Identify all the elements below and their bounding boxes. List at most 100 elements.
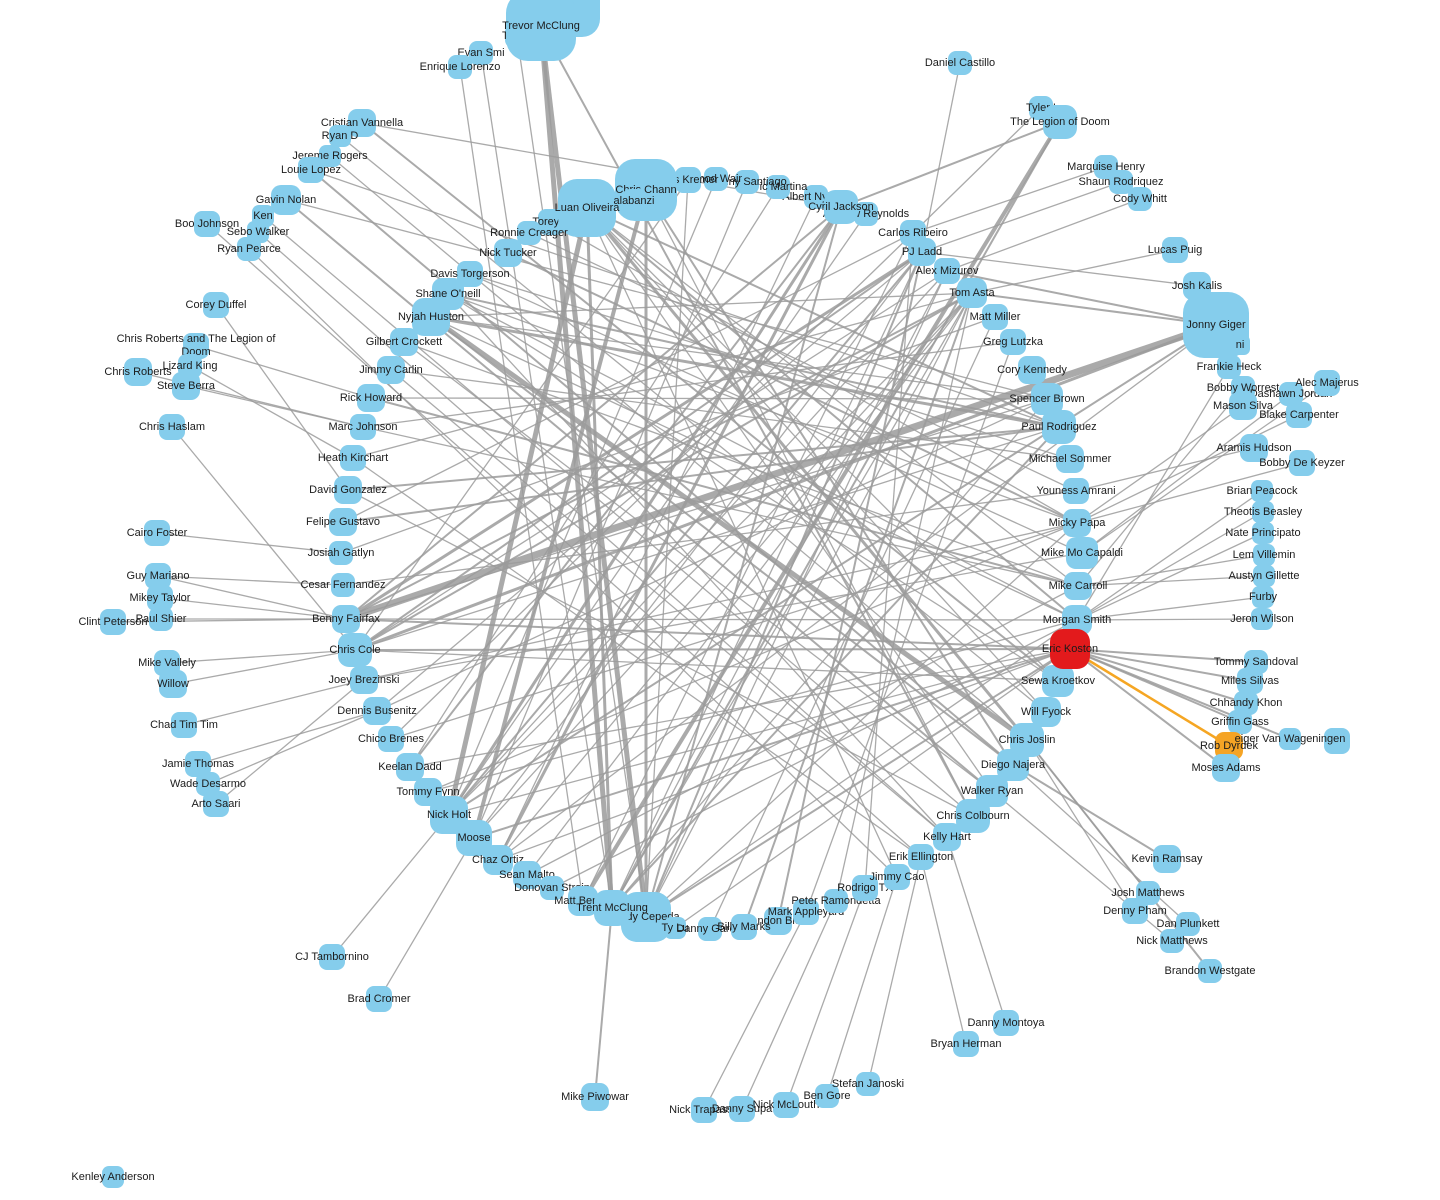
node-will-fyock[interactable]: Will Fyock — [1021, 697, 1071, 727]
node-brad-cromer[interactable]: Brad Cromer — [348, 986, 410, 1012]
node-carlos-ribeiro[interactable]: Carlos Ribeiro — [878, 220, 948, 246]
node-brandon-westgate[interactable]: Brandon Westgate — [1165, 959, 1255, 983]
node-furby[interactable]: Furby — [1249, 586, 1277, 608]
node-cory-kennedy[interactable]: Cory Kennedy — [997, 356, 1067, 384]
node-the-legion-of-doom[interactable]: The Legion of Doom — [1010, 105, 1110, 139]
node-paul-rodriguez[interactable]: Paul Rodriguez — [1021, 410, 1097, 444]
node-unknown[interactable] — [1324, 728, 1350, 754]
node-chris-roberts[interactable]: Chris Roberts — [104, 358, 172, 386]
node-chico-brenes[interactable]: Chico Brenes — [358, 726, 424, 752]
node-lucas-puig[interactable]: Lucas Puig — [1148, 237, 1202, 263]
node-sewa-kroetkov[interactable]: Sewa Kroetkov — [1021, 665, 1095, 697]
node-moses-adams[interactable]: Moses Adams — [1191, 754, 1261, 782]
node-rick-howard[interactable]: Rick Howard — [340, 384, 402, 412]
node-danny-supa[interactable]: Danny Supa — [712, 1096, 772, 1122]
node-dennis-busenitz[interactable]: Dennis Busenitz — [337, 697, 417, 725]
node-felipe-gustavo[interactable]: Felipe Gustavo — [306, 508, 380, 536]
node-eric-martina[interactable]: Eric Martina — [749, 175, 807, 199]
node-blake-carpenter[interactable]: Blake Carpenter — [1259, 402, 1339, 428]
node-brian-peacock[interactable]: Brian Peacock — [1227, 480, 1297, 502]
node-boo-johnson[interactable]: Boo Johnson — [175, 211, 239, 237]
node-micky-papa[interactable]: Micky Papa — [1049, 509, 1105, 537]
node-rodrigo-tx[interactable]: Rodrigo TX — [837, 875, 893, 901]
node-evan-smith[interactable]: Evan Smi — [457, 41, 505, 65]
node-theotis-beasley[interactable]: Theotis Beasley — [1224, 501, 1302, 523]
node-trevor-mcclung[interactable]: Trevor McClung — [502, 0, 580, 61]
node-josiah-gatlyn[interactable]: Josiah Gatlyn — [308, 541, 374, 565]
node-david-gonzalez[interactable]: David Gonzalez — [309, 476, 387, 504]
node-aramis-hudson[interactable]: Aramis Hudson — [1216, 434, 1292, 462]
node-stefan-janoski[interactable]: Stefan Janoski — [832, 1072, 904, 1096]
node-corey-duffel[interactable]: Corey Duffel — [186, 292, 246, 318]
node-ronnie-creager[interactable]: Ronnie Creager — [490, 221, 568, 245]
node-chris-joslin[interactable]: Chris Joslin — [999, 723, 1055, 757]
node-nick-tucker[interactable]: Nick Tucker — [479, 239, 537, 267]
node-michael-sommer[interactable]: Michael Sommer — [1029, 445, 1111, 473]
node-spencer-brown[interactable]: Spencer Brown — [1009, 383, 1085, 415]
node-bobby-de-keyzer[interactable]: Bobby De Keyzer — [1259, 450, 1345, 476]
node-alec-majerus[interactable]: Alec Majerus — [1295, 370, 1359, 396]
node-tom-asta[interactable]: Tom Asta — [949, 278, 995, 308]
node-keelan-dadd[interactable]: Keelan Dadd — [378, 753, 442, 781]
node-nick-trapasso[interactable]: Nick Trapasso — [669, 1097, 739, 1123]
node-ben-gore[interactable]: Ben Gore — [803, 1084, 851, 1108]
node-donovan-strain[interactable]: Donovan Strain — [514, 876, 590, 900]
node-ty-lu[interactable]: Ty Lu — [662, 917, 688, 939]
node-cj-tambornino[interactable]: CJ Tambornino — [295, 944, 369, 970]
node-alex-mizurov[interactable]: Alex Mizurov — [916, 258, 978, 284]
node-youness-amrani[interactable]: Youness Amrani — [1036, 478, 1116, 504]
node-benny-fairfax[interactable]: Benny Fairfax — [312, 605, 380, 633]
node-cyril-jackson[interactable]: Cyril Jackson — [808, 190, 874, 224]
node-ryan-d[interactable]: Ryan D — [322, 125, 358, 147]
node-lem-villemin[interactable]: Lem Villemin — [1233, 544, 1295, 566]
node-erik-ellington[interactable]: Erik Ellington — [889, 844, 953, 870]
node-salabanzi[interactable]: alabanzi — [614, 189, 654, 213]
node-arto-saari[interactable]: Arto Saari — [192, 791, 240, 817]
node-chaz-ortiz[interactable]: Chaz Ortiz — [472, 845, 524, 875]
node-daniel-castillo[interactable]: Daniel Castillo — [925, 51, 995, 75]
node-nick-mclouth[interactable]: Nick McLouth — [753, 1092, 819, 1118]
node-matt-miller[interactable]: Matt Miller — [970, 304, 1020, 330]
node-mike-carroll[interactable]: Mike Carroll — [1049, 572, 1107, 600]
node-sean-malto[interactable]: Sean Malto — [499, 861, 555, 889]
node-steve-berra[interactable]: Steve Berra — [157, 372, 215, 400]
node-jimmy-carlin[interactable]: Jimmy Carlin — [359, 356, 423, 384]
node-jimmy-cao[interactable]: Jimmy Cao — [869, 864, 925, 890]
node-heath-kirchart[interactable]: Heath Kirchart — [318, 445, 388, 471]
node-kevin-ramsay[interactable]: Kevin Ramsay — [1132, 845, 1202, 873]
node-mike-piwowar[interactable]: Mike Piwowar — [561, 1083, 629, 1111]
node-manny-santiago[interactable]: Manny Santiago — [707, 170, 787, 194]
node-brandon-biebel[interactable]: Brandon Biebel — [740, 907, 816, 935]
node-gilbert-crockett[interactable]: Gilbert Crockett — [366, 328, 442, 356]
node-cody-whitt[interactable]: Cody Whitt — [1113, 187, 1167, 211]
node-danny-garcia[interactable]: Danny Garcia — [676, 917, 744, 941]
node-jeron-wilson[interactable]: Jeron Wilson — [1230, 608, 1294, 630]
node-cristian-vannella[interactable]: Cristian Vannella — [321, 109, 403, 137]
node-ni[interactable]: ni — [1230, 335, 1250, 355]
node-gavin-nolan[interactable]: Gavin Nolan — [256, 185, 316, 215]
node-van-wageningen[interactable]: eiger Van Wageningen — [1235, 728, 1345, 750]
node-cairo-foster[interactable]: Cairo Foster — [127, 520, 187, 546]
node-chris-haslam[interactable]: Chris Haslam — [139, 414, 205, 440]
node-billy-marks[interactable]: Billy Marks — [717, 914, 771, 940]
node-mike-mo-capaldi[interactable]: Mike Mo Capaldi — [1041, 537, 1123, 569]
node-enrique-lorenzo[interactable]: Enrique Lorenzo — [420, 55, 500, 79]
node-eric-koston[interactable]: Eric Koston — [1042, 629, 1098, 669]
node-danny-montoya[interactable]: Danny Montoya — [967, 1010, 1045, 1036]
node-cesar-fernandez[interactable]: Cesar Fernandez — [301, 573, 386, 597]
node-davis-torgerson[interactable]: Davis Torgerson — [430, 261, 510, 287]
node-nate-principato[interactable]: Nate Principato — [1225, 522, 1301, 544]
node-denny-pham[interactable]: Denny Pham — [1103, 898, 1167, 924]
node-griffin-gass[interactable]: Griffin Gass — [1211, 710, 1269, 734]
node-clint-peterson[interactable]: Clint Peterson — [78, 609, 148, 635]
node-mark-appleyard[interactable]: Mark Appleyard — [768, 899, 844, 925]
node-nick-matthews[interactable]: Nick Matthews — [1136, 929, 1208, 953]
node-luan-oliveira[interactable]: Luan Oliveira — [555, 179, 619, 237]
node-mason-silva[interactable]: Mason Silva — [1213, 392, 1273, 420]
node-joey-brezinski[interactable]: Joey Brezinski — [329, 666, 399, 694]
node-chad-tim-tim[interactable]: Chad Tim Tim — [150, 712, 218, 738]
node-peter-ramondetta[interactable]: Peter Ramondetta — [791, 889, 881, 913]
node-nyjah-huston[interactable]: Nyjah Huston — [398, 298, 464, 336]
node-wes-kremer[interactable]: Wes Kremer — [658, 167, 718, 193]
